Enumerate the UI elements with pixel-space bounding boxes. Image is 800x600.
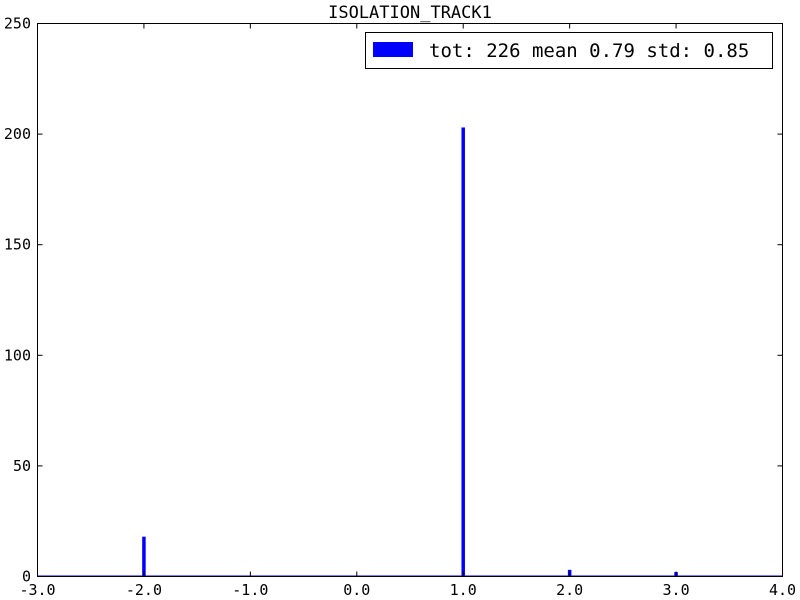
legend-box xyxy=(365,32,773,69)
x-tick-label: -1.0 xyxy=(232,581,268,599)
x-tick-label: -3.0 xyxy=(19,581,55,599)
legend-swatch xyxy=(373,42,413,57)
legend-label: tot: 226 mean 0.79 std: 0.85 xyxy=(429,40,749,62)
x-tick-label: 2.0 xyxy=(556,581,583,599)
y-tick-label: 250 xyxy=(4,15,31,33)
y-tick-label: 50 xyxy=(13,457,31,475)
x-tick-label: 1.0 xyxy=(450,581,477,599)
x-tick-label: 4.0 xyxy=(769,581,796,599)
y-tick-label: 150 xyxy=(4,236,31,254)
x-tick-label: 3.0 xyxy=(663,581,690,599)
bars-layer xyxy=(37,127,783,577)
histogram-bar xyxy=(461,127,465,577)
plot-frame xyxy=(37,23,783,577)
chart-title: ISOLATION_TRACK1 xyxy=(328,3,492,23)
y-tick-label: 100 xyxy=(4,346,31,364)
x-tick-label: 0.0 xyxy=(343,581,370,599)
y-tick-label: 0 xyxy=(22,568,31,586)
legend: tot: 226 mean 0.79 std: 0.85 xyxy=(365,32,773,69)
y-tick-label: 200 xyxy=(4,125,31,143)
ticks-layer: -3.0 -2.0 -1.0 0.0 1.0 2.0 3.0 4.0 0 50 100 150 200 2… xyxy=(4,15,796,600)
histogram-bar xyxy=(142,536,146,577)
x-tick-label: -2.0 xyxy=(126,581,162,599)
